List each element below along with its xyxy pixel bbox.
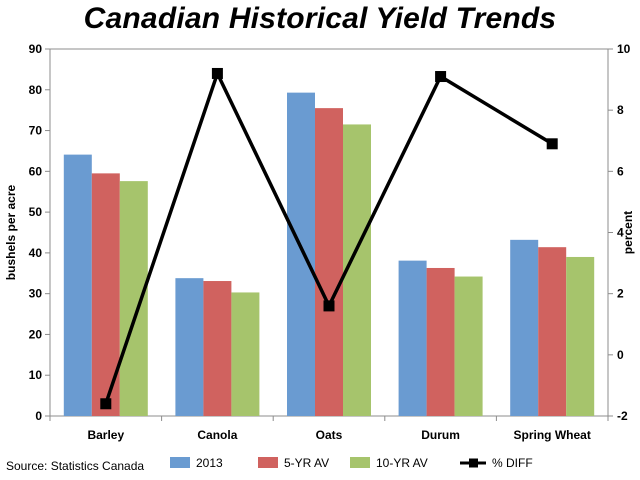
legend-swatch <box>350 457 370 468</box>
category-label: Durum <box>421 428 460 442</box>
bar-5-yr-av-oats <box>315 108 343 416</box>
bar-2013-oats <box>287 92 315 416</box>
bar-5-yr-av-spring-wheat <box>538 247 567 416</box>
category-labels: Barley Canola Oats Durum Spring Wheat <box>87 428 590 442</box>
bar-10-yr-av-durum <box>454 276 483 416</box>
right-tick-label: 10 <box>617 42 631 56</box>
right-tick-label: 2 <box>617 287 624 301</box>
left-tick-label: 80 <box>29 83 43 97</box>
bar-2013-durum <box>398 260 427 416</box>
right-tick-label: 8 <box>617 103 624 117</box>
chart-title: Canadian Historical Yield Trends <box>83 2 557 35</box>
category-label: Canola <box>197 428 237 442</box>
legend-label: 2013 <box>196 456 223 470</box>
left-tick-label: 90 <box>29 42 43 56</box>
legend: 2013 5-YR AV 10-YR AV % DIFF <box>170 456 533 470</box>
diff-marker-canola <box>211 67 223 79</box>
diff-marker-oats <box>323 300 335 312</box>
left-tick-label: 20 <box>29 327 43 341</box>
bars <box>49 92 609 421</box>
category-label: Oats <box>316 428 343 442</box>
bar-2013-barley <box>63 154 92 416</box>
right-tick-label: 0 <box>617 348 624 362</box>
right-axis: -2 0 2 4 6 8 10 <box>608 42 631 423</box>
right-tick-label: 4 <box>617 226 624 240</box>
bar-2013-spring-wheat <box>510 239 539 416</box>
left-tick-label: 50 <box>29 205 43 219</box>
bar-5-yr-av-durum <box>426 267 455 416</box>
diff-marker-barley <box>100 398 112 410</box>
left-tick-label: 60 <box>29 164 43 178</box>
axis-titles: bushels per acre percent <box>4 184 635 280</box>
left-axis: 0 10 20 30 40 50 60 70 80 90 <box>29 42 50 423</box>
right-tick-label: 6 <box>617 164 624 178</box>
bar-10-yr-av-barley <box>119 181 148 416</box>
legend-swatch <box>258 457 278 468</box>
bar-10-yr-av-spring-wheat <box>566 256 595 416</box>
source-note: Source: Statistics Canada <box>6 459 145 473</box>
bar-10-yr-av-canola <box>231 292 260 416</box>
left-tick-label: 10 <box>29 368 43 382</box>
bar-2013-canola <box>175 278 204 416</box>
bar-5-yr-av-canola <box>203 281 232 416</box>
diff-marker-spring-wheat <box>546 138 558 150</box>
diff-marker-durum <box>435 71 447 83</box>
legend-label: % DIFF <box>492 456 533 470</box>
category-label: Spring Wheat <box>514 428 591 442</box>
legend-label: 10-YR AV <box>376 456 428 470</box>
legend-label: 5-YR AV <box>284 456 329 470</box>
legend-marker <box>469 458 478 468</box>
legend-swatch <box>170 457 190 468</box>
diff-line <box>100 67 558 410</box>
left-tick-label: 70 <box>29 124 43 138</box>
category-label: Barley <box>87 428 124 442</box>
right-tick-label: -2 <box>617 409 628 423</box>
left-tick-label: 30 <box>29 287 43 301</box>
left-tick-label: 40 <box>29 246 43 260</box>
y2-axis-title: percent <box>621 211 635 254</box>
left-tick-label: 0 <box>35 409 42 423</box>
y-axis-title: bushels per acre <box>4 184 18 280</box>
